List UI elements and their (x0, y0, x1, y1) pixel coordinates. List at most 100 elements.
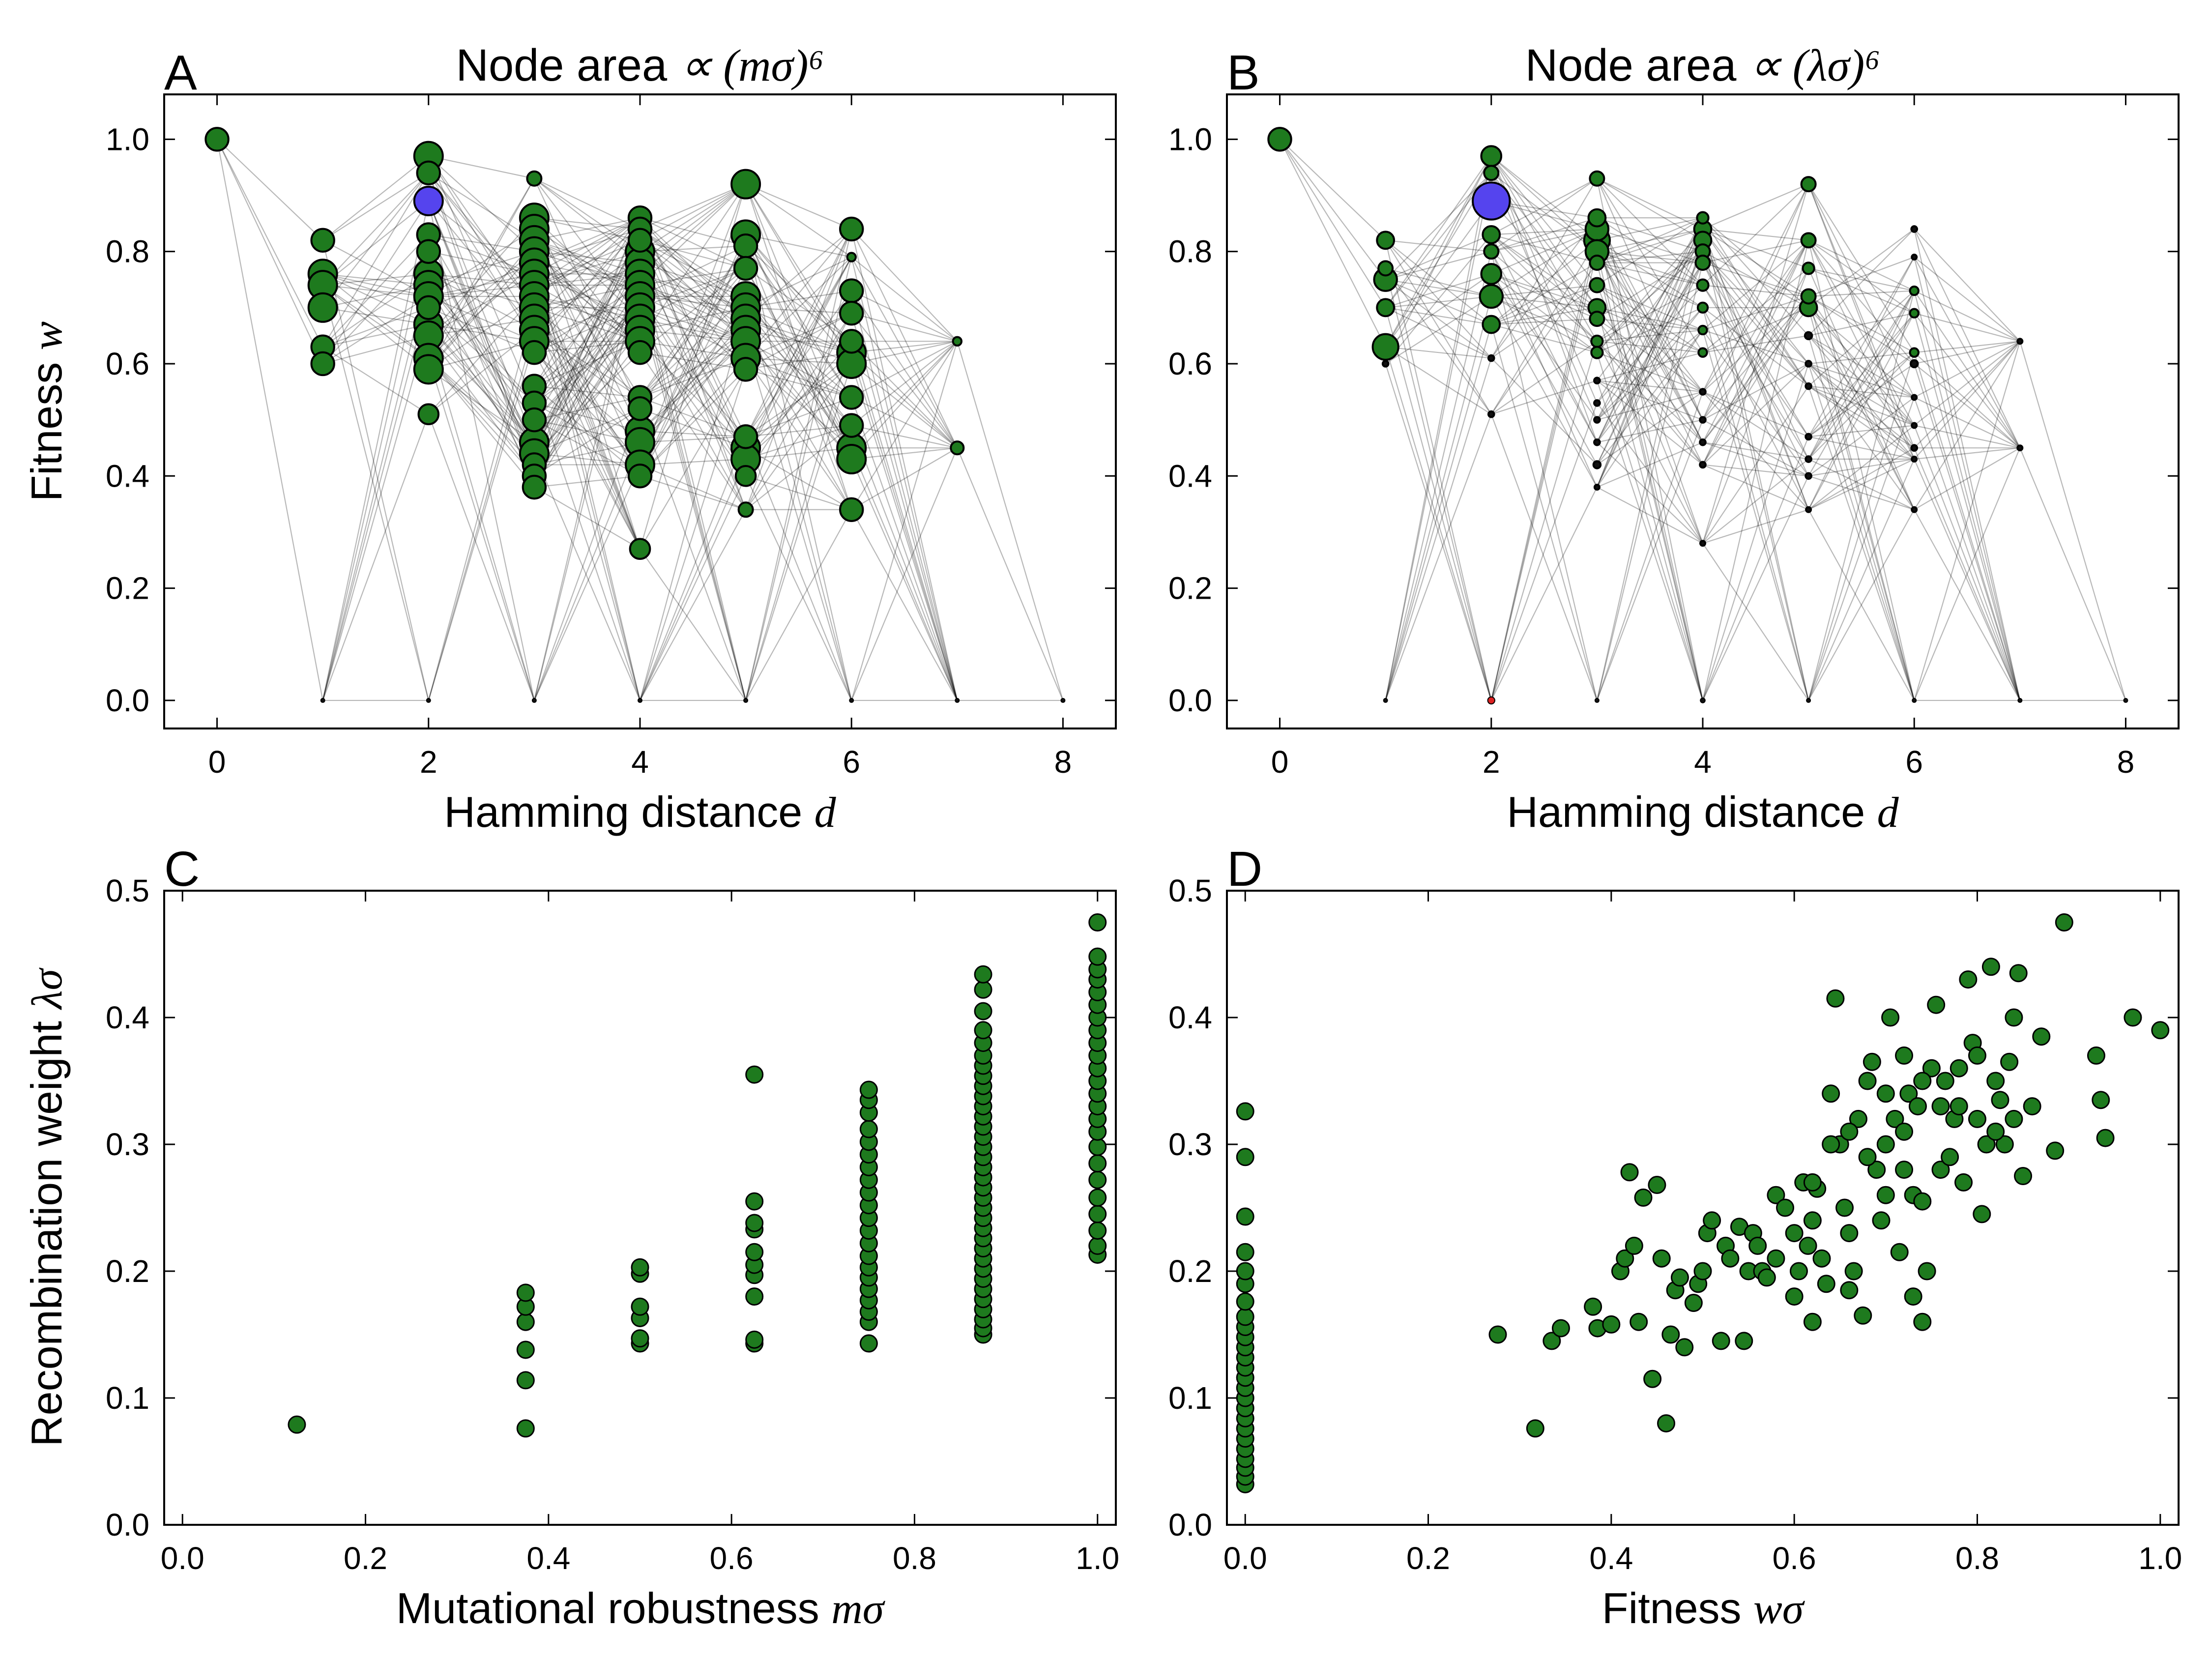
edge (534, 402, 640, 432)
edge (322, 307, 429, 325)
edge (1490, 201, 1598, 320)
edge (534, 251, 640, 286)
y-tick-label: 0.8 (1168, 234, 1212, 269)
edge (851, 341, 958, 701)
edge (428, 201, 535, 331)
edge (534, 262, 640, 286)
edge (1597, 352, 1703, 393)
edge (1597, 352, 1703, 381)
edge (534, 178, 640, 230)
edge (640, 285, 746, 331)
edge (1702, 217, 1809, 701)
edge (1596, 178, 1704, 420)
edge (322, 234, 429, 348)
edge (851, 290, 958, 448)
edge (1702, 229, 1809, 387)
edge (1490, 251, 1598, 701)
edge (1385, 273, 1492, 348)
x-axis-label-part: Fitness (1602, 1584, 1753, 1632)
edge (1702, 363, 1809, 701)
edge (745, 363, 852, 510)
edge (1385, 156, 1492, 364)
scatter-point (1895, 1161, 1914, 1179)
edge (428, 251, 535, 454)
edge (1808, 290, 1915, 460)
node (733, 233, 758, 259)
edge (851, 459, 958, 701)
scatter-point (1652, 1249, 1671, 1268)
edge (745, 475, 852, 701)
edge (1385, 296, 1492, 701)
x-axis-label: Hamming distance d (1507, 787, 1899, 837)
edge (1702, 268, 1809, 353)
x-axis-label-part: Mutational robustness (396, 1584, 831, 1632)
edge (1597, 240, 1703, 353)
edge (640, 268, 746, 398)
edge (322, 285, 429, 297)
edge (1490, 357, 1598, 466)
edge (1808, 363, 1915, 449)
edge (533, 262, 640, 488)
edge (1491, 234, 1598, 308)
edge (1385, 268, 1492, 701)
edge (640, 239, 746, 320)
node-highlight (1472, 181, 1511, 221)
edge (1914, 341, 2021, 510)
edge (534, 228, 640, 263)
edge (322, 285, 429, 701)
x-tick-label: 0.0 (1223, 1541, 1267, 1576)
edge (1491, 229, 1598, 297)
edge (1597, 285, 1703, 353)
edge (534, 408, 640, 454)
node (1805, 433, 1812, 441)
edge (1702, 363, 1809, 421)
x-axis-label: Mutational robustness mσ (396, 1584, 886, 1633)
scatter-point (1973, 1205, 1991, 1223)
edge (534, 285, 640, 353)
node (627, 340, 653, 365)
edge (1914, 257, 2021, 342)
edge (1808, 352, 1915, 460)
edge (745, 234, 852, 448)
scatter-point (1767, 1186, 1785, 1204)
scatter-point (1913, 1192, 1932, 1211)
edge (322, 234, 429, 701)
edge (322, 273, 429, 286)
scatter-point (1661, 1325, 1680, 1344)
edge (1808, 240, 1915, 460)
scatter-point (1950, 1059, 1968, 1077)
edge (851, 291, 958, 701)
edge (1490, 229, 1598, 701)
edge (1702, 240, 1809, 701)
edge (851, 397, 958, 701)
edge (745, 329, 852, 510)
edge (1702, 441, 1809, 460)
edge (639, 369, 747, 701)
edge (428, 234, 535, 488)
scatter-point (974, 965, 992, 984)
node (1800, 288, 1817, 305)
scatter-point (1931, 1161, 1950, 1179)
scatter-point (1236, 1102, 1254, 1121)
node (1483, 243, 1500, 260)
scatter-point (1088, 1236, 1107, 1255)
x-axis-label-part: Hamming distance (1507, 787, 1877, 836)
scatter-point (1803, 1312, 1822, 1331)
panel-title-part: Node area (1525, 40, 1749, 90)
edge (851, 341, 958, 448)
scatter-point (1854, 1306, 1872, 1325)
edge (534, 251, 640, 353)
edge (745, 318, 852, 426)
edge (640, 268, 747, 476)
edge (1490, 273, 1598, 465)
edge (1490, 155, 1598, 286)
node (1805, 455, 1812, 463)
edge (428, 201, 535, 454)
edge (428, 285, 535, 420)
edge (1914, 459, 2021, 701)
node (1590, 346, 1604, 359)
y-tick-label: 0.0 (1168, 1507, 1212, 1543)
edge (1808, 335, 1915, 701)
node (1482, 315, 1501, 334)
node (1590, 334, 1604, 348)
